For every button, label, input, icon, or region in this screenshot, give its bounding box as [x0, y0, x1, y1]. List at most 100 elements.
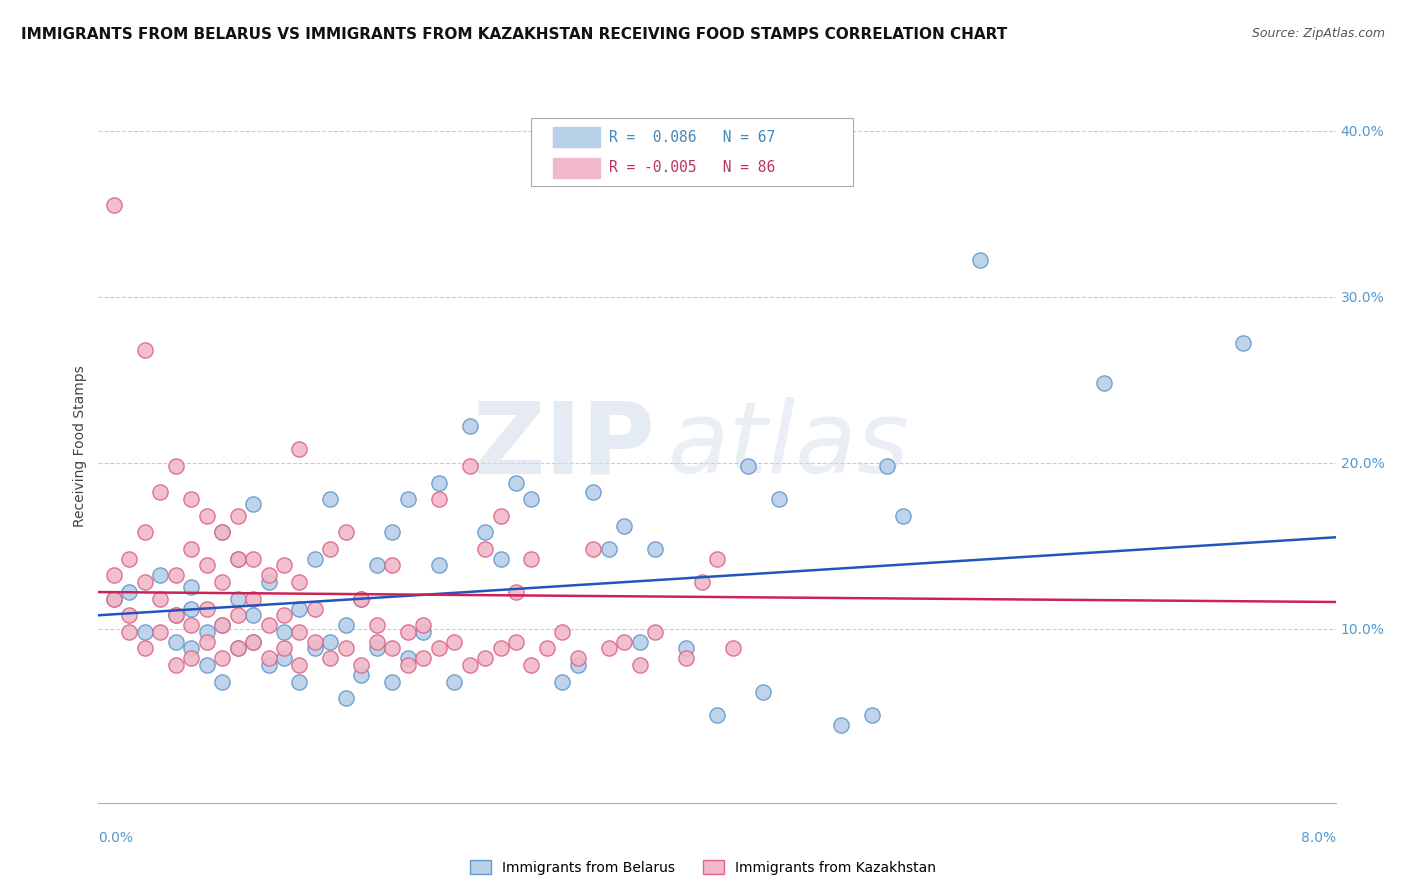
Point	[412, 651, 434, 665]
Point	[226, 508, 249, 523]
Point	[165, 635, 187, 649]
Point	[396, 492, 419, 507]
Point	[366, 618, 388, 632]
Point	[180, 580, 202, 594]
Point	[288, 674, 311, 689]
Point	[412, 618, 434, 632]
Text: atlas: atlas	[668, 398, 910, 494]
Point	[118, 608, 141, 623]
Point	[489, 552, 512, 566]
Point	[505, 585, 527, 599]
Point	[443, 674, 465, 689]
Point	[103, 591, 125, 606]
Point	[598, 541, 620, 556]
Point	[242, 608, 264, 623]
Point	[211, 651, 233, 665]
Point	[474, 541, 496, 556]
Point	[319, 492, 342, 507]
Text: Source: ZipAtlas.com: Source: ZipAtlas.com	[1251, 27, 1385, 40]
Point	[211, 525, 233, 540]
Point	[830, 718, 852, 732]
Point	[226, 552, 249, 566]
Point	[458, 419, 481, 434]
Point	[536, 641, 558, 656]
Point	[165, 458, 187, 473]
Point	[273, 641, 295, 656]
Point	[319, 541, 342, 556]
Point	[675, 651, 697, 665]
Point	[474, 525, 496, 540]
Point	[752, 684, 775, 698]
Point	[195, 601, 218, 615]
Point	[165, 608, 187, 623]
Point	[134, 343, 156, 357]
Point	[427, 475, 450, 490]
Point	[103, 591, 125, 606]
Point	[211, 618, 233, 632]
Point	[149, 624, 172, 639]
Point	[288, 624, 311, 639]
Point	[211, 575, 233, 590]
Point	[505, 635, 527, 649]
Point	[103, 568, 125, 582]
Point	[876, 458, 898, 473]
Point	[165, 568, 187, 582]
Point	[180, 618, 202, 632]
Point	[350, 668, 373, 682]
Point	[366, 635, 388, 649]
Point	[319, 651, 342, 665]
Point	[211, 674, 233, 689]
Point	[103, 198, 125, 212]
Text: 0.0%: 0.0%	[98, 831, 134, 846]
Point	[567, 651, 589, 665]
Point	[613, 635, 636, 649]
Point	[412, 624, 434, 639]
Point	[195, 508, 218, 523]
Point	[257, 568, 280, 582]
Point	[396, 658, 419, 673]
Legend: Immigrants from Belarus, Immigrants from Kazakhstan: Immigrants from Belarus, Immigrants from…	[464, 855, 942, 880]
Point	[644, 541, 666, 556]
Point	[288, 601, 311, 615]
Point	[134, 575, 156, 590]
Point	[582, 485, 605, 500]
Point	[242, 635, 264, 649]
Text: R =  0.086   N = 67: R = 0.086 N = 67	[609, 129, 776, 145]
Point	[505, 475, 527, 490]
Point	[335, 525, 357, 540]
Point	[628, 658, 651, 673]
Point	[721, 641, 744, 656]
Point	[242, 635, 264, 649]
Point	[180, 641, 202, 656]
Point	[891, 508, 914, 523]
Point	[149, 568, 172, 582]
Point	[257, 575, 280, 590]
Point	[134, 624, 156, 639]
Point	[149, 485, 172, 500]
Point	[690, 575, 713, 590]
Point	[165, 658, 187, 673]
Point	[582, 541, 605, 556]
Point	[319, 635, 342, 649]
Point	[551, 624, 574, 639]
Point	[551, 674, 574, 689]
Text: ZIP: ZIP	[472, 398, 655, 494]
Point	[366, 558, 388, 573]
Point	[273, 624, 295, 639]
Point	[288, 658, 311, 673]
Point	[598, 641, 620, 656]
Point	[195, 558, 218, 573]
Point	[273, 608, 295, 623]
Point	[396, 624, 419, 639]
Point	[118, 552, 141, 566]
Point	[180, 651, 202, 665]
Point	[520, 552, 543, 566]
Point	[226, 591, 249, 606]
Point	[396, 651, 419, 665]
Point	[613, 518, 636, 533]
Point	[149, 591, 172, 606]
Point	[706, 707, 728, 722]
Point	[381, 525, 404, 540]
Point	[134, 525, 156, 540]
Point	[1092, 376, 1115, 390]
